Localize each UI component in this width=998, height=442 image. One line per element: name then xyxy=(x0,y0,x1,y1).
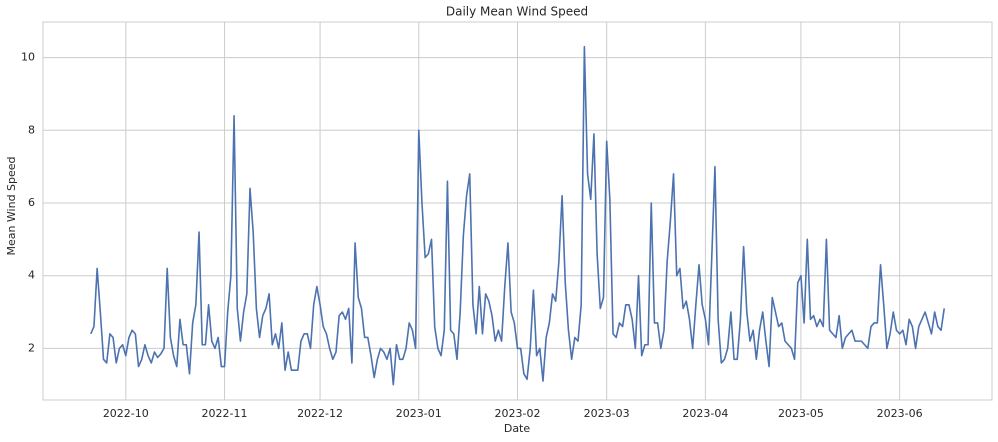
x-tick-label: 2023-04 xyxy=(682,407,728,420)
line-series xyxy=(90,45,946,386)
x-tick-label: 2023-05 xyxy=(778,407,824,420)
plot-frame xyxy=(42,21,993,401)
x-tick-label: 2023-03 xyxy=(584,407,630,420)
y-tick-label: 2 xyxy=(28,341,35,354)
y-tick-label: 6 xyxy=(28,196,35,209)
y-tick-label: 8 xyxy=(28,123,35,136)
x-axis-label: Date xyxy=(504,422,531,435)
chart-title: Daily Mean Wind Speed xyxy=(446,5,588,19)
x-tick-label: 2023-02 xyxy=(495,407,541,420)
y-tick-label: 4 xyxy=(28,269,35,282)
y-tick-label: 10 xyxy=(21,51,35,64)
x-tick-label: 2022-10 xyxy=(103,407,149,420)
y-axis-label: Mean Wind Speed xyxy=(5,156,18,255)
x-tick-label: 2023-06 xyxy=(877,407,923,420)
x-tick-label: 2022-12 xyxy=(297,407,343,420)
x-tick-label: 2022-11 xyxy=(202,407,248,420)
x-tick-label: 2023-01 xyxy=(396,407,442,420)
